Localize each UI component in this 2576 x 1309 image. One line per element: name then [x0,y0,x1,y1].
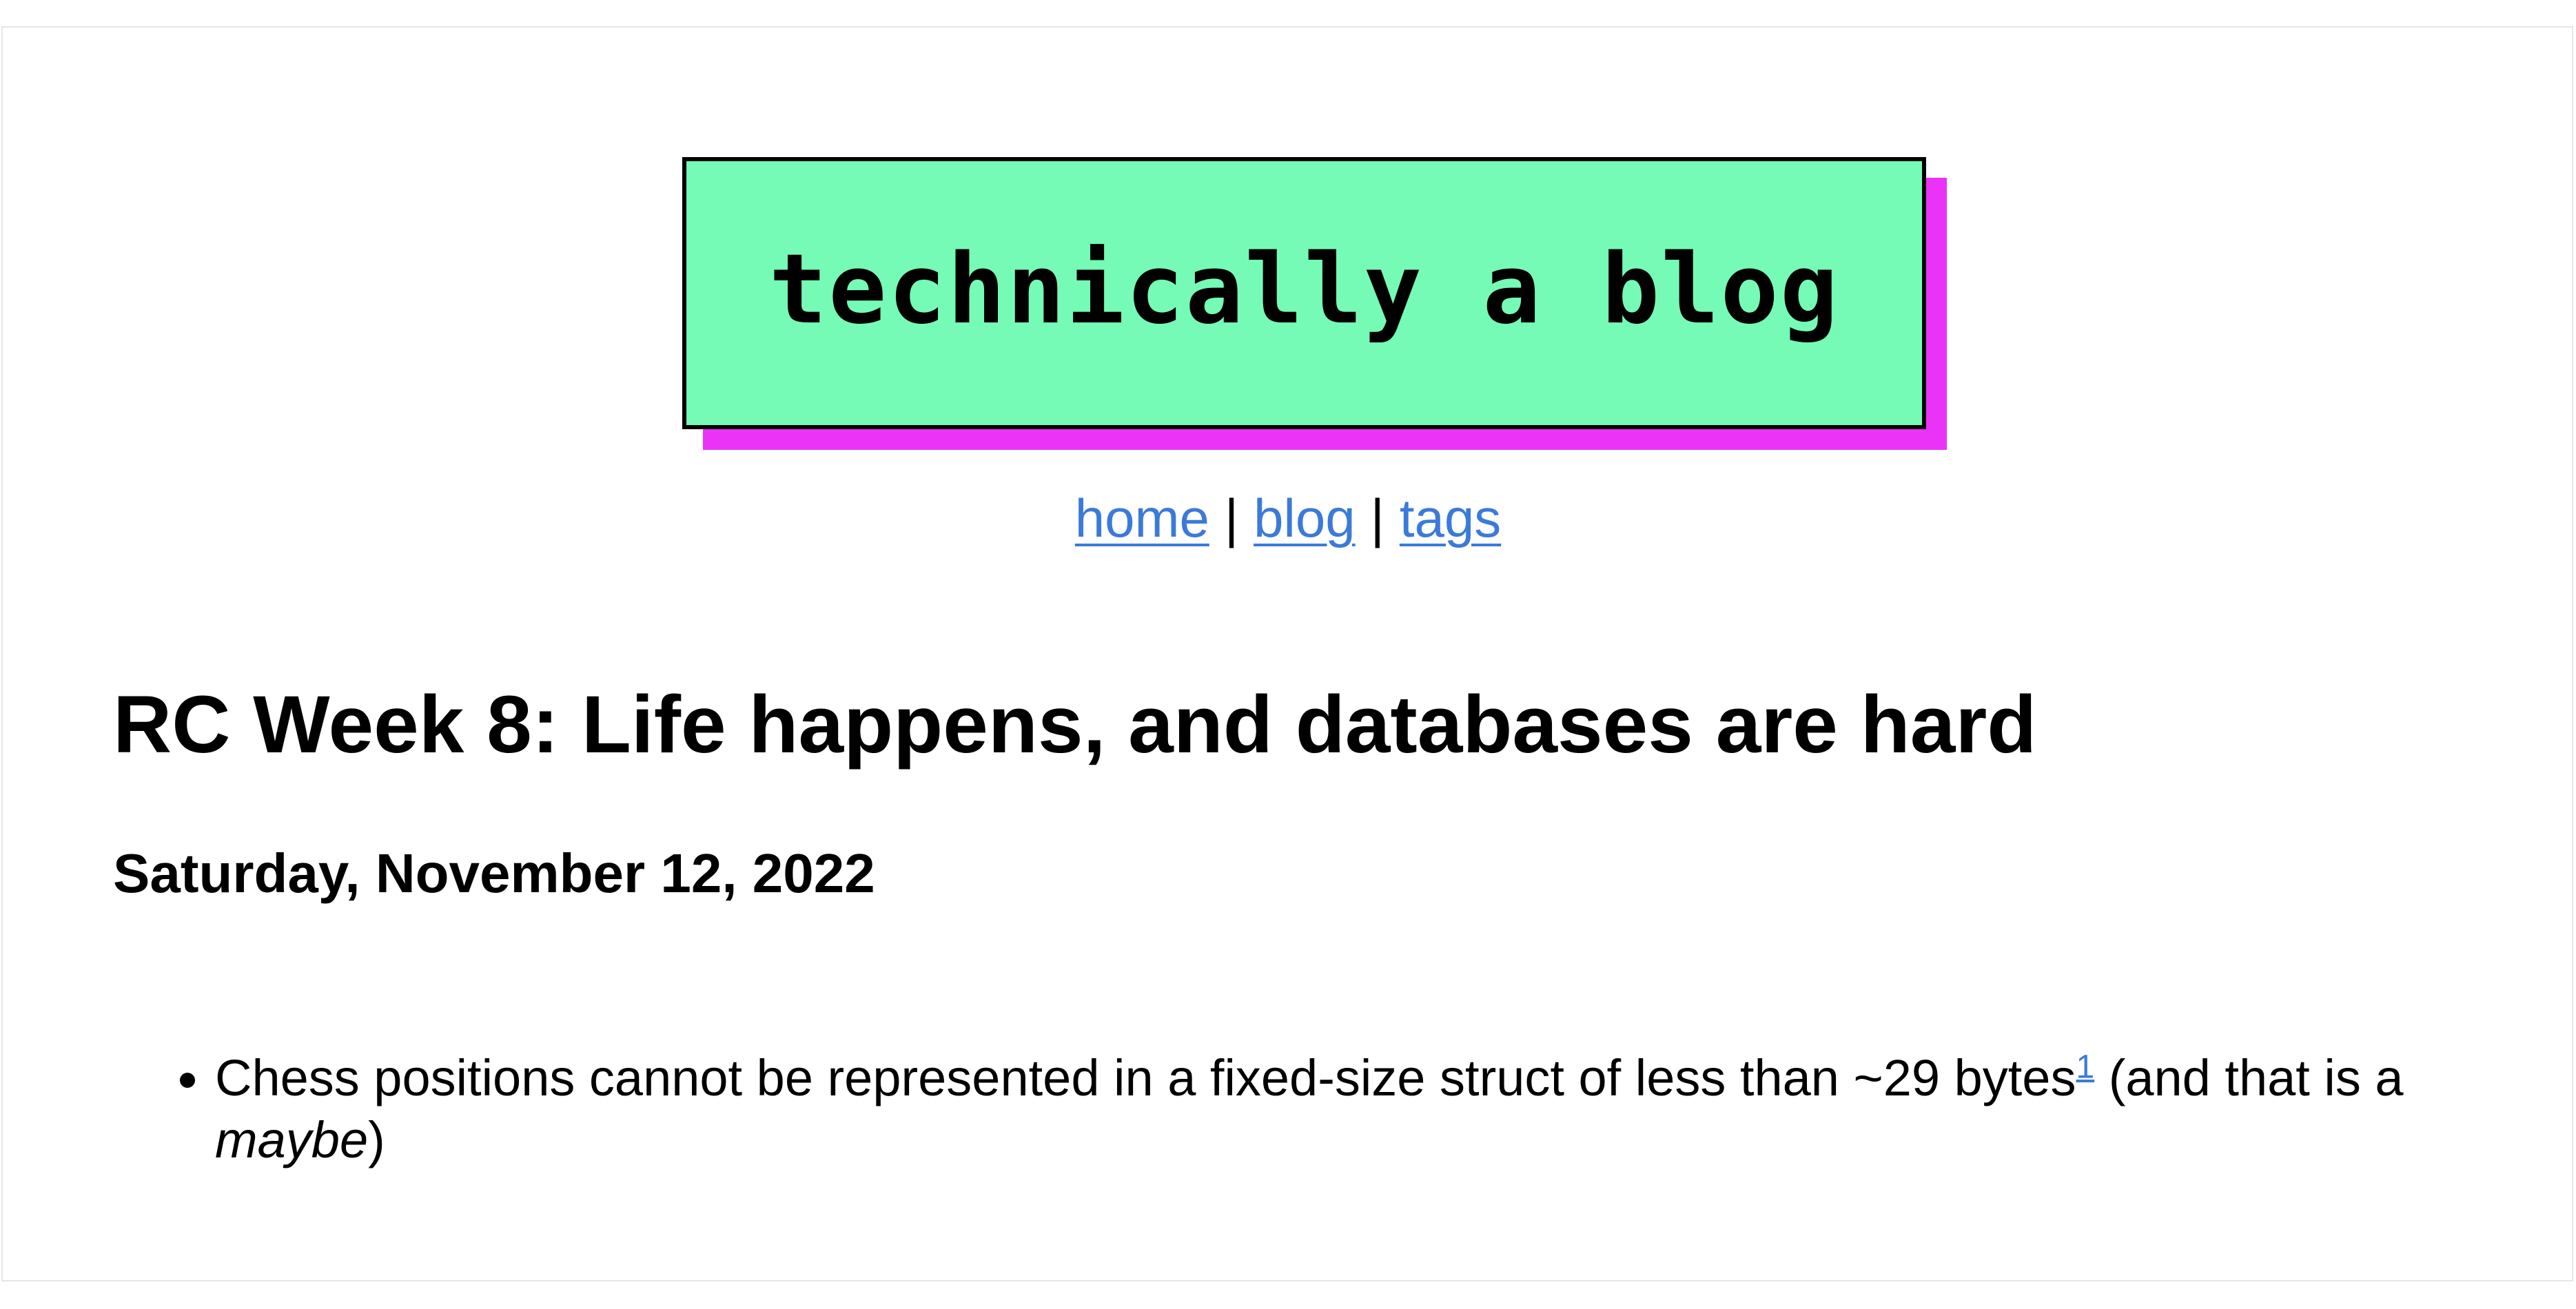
site-logo[interactable]: technically a blog [682,157,1947,450]
post-title: RC Week 8: Life happens, and databases a… [113,679,2037,770]
post-date: Saturday, November 12, 2022 [113,843,875,904]
bullet-text-middle: (and that is a [2094,1049,2404,1106]
nav-link-tags[interactable]: tags [1399,488,1502,548]
bullet-text-end: ) [368,1111,385,1168]
bullet-text: Chess positions cannot be represented in… [215,1049,2076,1106]
logo-text: technically a blog [768,233,1840,346]
logo-box[interactable]: technically a blog [682,157,1926,429]
bullet-emphasis: maybe [215,1111,369,1168]
list-item: Chess positions cannot be represented in… [215,1047,2489,1171]
site-nav: home | blog | tags [0,486,2576,551]
nav-link-home[interactable]: home [1074,488,1209,548]
nav-separator: | [1224,488,1239,548]
footnote-ref: 1 [2076,1049,2094,1085]
nav-separator: | [1370,488,1384,548]
nav-link-blog[interactable]: blog [1254,488,1356,548]
footnote-link[interactable]: 1 [2076,1049,2095,1086]
post-bullet-list: Chess positions cannot be represented in… [113,1047,2489,1171]
